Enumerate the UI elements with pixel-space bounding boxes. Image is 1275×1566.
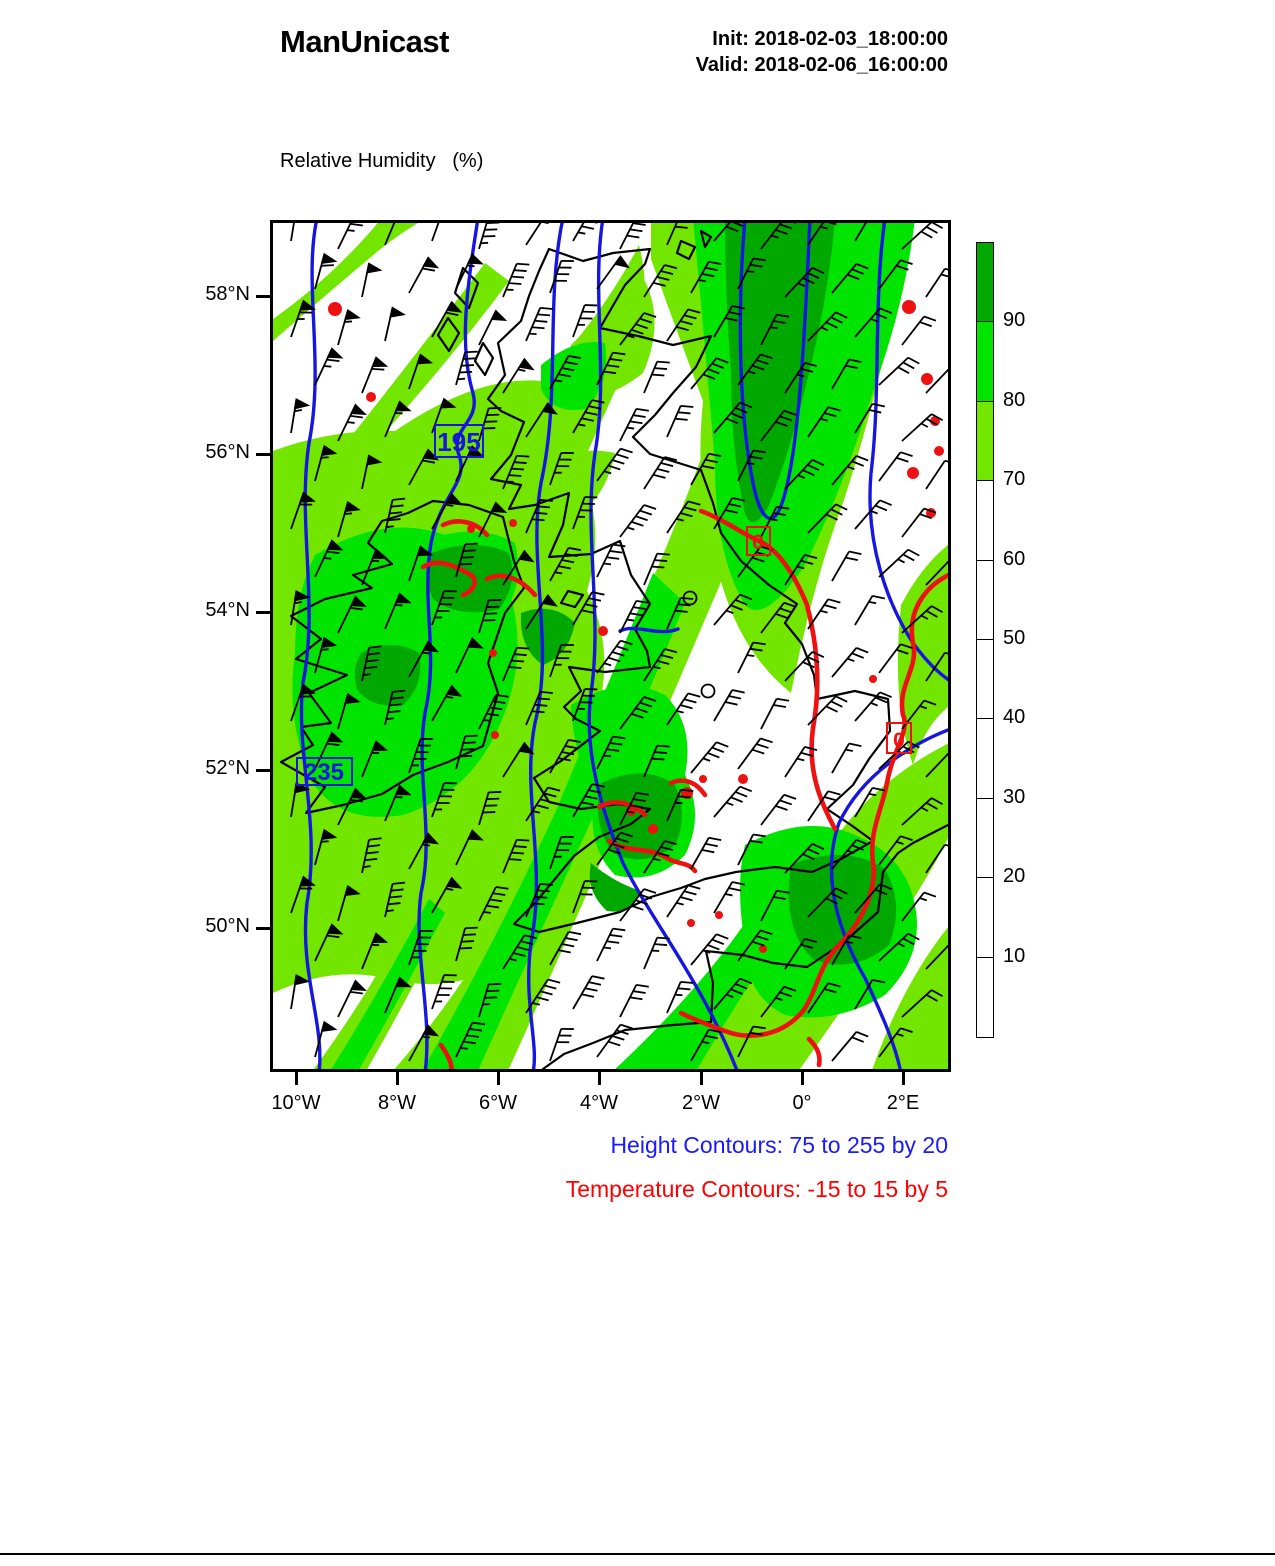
temp-label-0-b: 0 — [893, 729, 905, 752]
colorbar-tick-label: 20 — [1003, 865, 1026, 888]
colorbar-segment — [976, 400, 994, 482]
calm-wind-circles — [682, 590, 716, 699]
lat-tick-label: 50°N — [205, 915, 250, 937]
colorbar-segment — [976, 242, 994, 323]
coast-great-britain — [486, 247, 892, 934]
lon-tick-mark — [496, 1069, 500, 1085]
temperature-contours — [420, 508, 956, 1076]
map-panel: 195 235 0 0 — [270, 205, 965, 1076]
colorbar-segment — [976, 797, 994, 879]
lon-tick-mark — [395, 1069, 399, 1085]
height-label-235: 235 — [304, 759, 344, 786]
lat-tick-label: 54°N — [205, 599, 250, 621]
valid-time: Valid: 2018-02-06_16:00:00 — [695, 54, 948, 76]
colorbar-segment — [976, 718, 994, 800]
page-title: ManUnicast — [280, 24, 449, 59]
lon-tick-label: 2°W — [682, 1092, 720, 1114]
footer-rule — [0, 1553, 1275, 1555]
lon-tick-mark — [699, 1069, 703, 1085]
height-contours-caption: Height Contours: 75 to 255 by 20 — [610, 1132, 948, 1158]
colorbar-tick-label: 10 — [1003, 944, 1026, 967]
lat-tick-label: 52°N — [205, 757, 250, 779]
colorbar-tick-label: 60 — [1003, 547, 1026, 570]
lat-tick-mark — [256, 452, 271, 456]
temp-label-0-a: 0 — [752, 531, 764, 554]
temperature-contour-labels: 0 0 — [746, 526, 912, 754]
colorbar-tick-label: 50 — [1003, 627, 1026, 649]
field-rh: Relative Humidity (%) — [280, 150, 484, 172]
lat-tick-label: 58°N — [205, 283, 250, 305]
init-time: Init: 2018-02-03_18:00:00 — [712, 28, 948, 50]
lat-tick-mark — [256, 926, 271, 930]
colorbar-tick-label: 80 — [1003, 388, 1026, 411]
lat-tick-label: 56°N — [205, 441, 250, 463]
colorbar-tick-label: 40 — [1003, 706, 1026, 729]
run-times: Init: 2018-02-03_18:00:00 Valid: 2018-02… — [560, 26, 948, 78]
calm-wind-icon — [700, 683, 716, 699]
lon-tick-label: 6°W — [479, 1092, 517, 1114]
colorbar-tick-label: 70 — [1003, 468, 1026, 491]
colorbar-segment — [976, 321, 994, 403]
lat-tick-mark — [256, 610, 271, 614]
colorbar-segment — [976, 956, 994, 1038]
height-contour-loop — [738, 216, 812, 520]
lon-tick-label: 0° — [792, 1092, 812, 1114]
lat-tick-mark — [256, 294, 271, 298]
height-contour-labels: 195 235 — [296, 424, 484, 786]
lon-tick-label: 10°W — [271, 1092, 321, 1114]
lon-tick-mark — [800, 1069, 804, 1085]
coast-isle-of-man — [559, 589, 585, 609]
lon-tick-mark — [294, 1069, 298, 1085]
height-contours — [299, 216, 955, 1075]
colorbar-tick-label: 30 — [1003, 785, 1026, 808]
lon-tick-mark — [597, 1069, 601, 1085]
colorbar-segment — [976, 877, 994, 959]
lon-tick-label: 2°E — [886, 1092, 920, 1114]
calm-wind-icon — [682, 590, 698, 606]
colorbar-segment — [976, 559, 994, 641]
temperature-contours-caption: Temperature Contours: -15 to 15 by 5 — [565, 1176, 948, 1202]
lon-tick-label: 4°W — [580, 1092, 618, 1114]
lon-tick-label: 8°W — [378, 1092, 416, 1114]
lat-tick-mark — [256, 768, 271, 772]
weather-map: 195 235 0 0 — [273, 205, 965, 1076]
coast-ireland — [279, 499, 526, 815]
colorbar-segment — [976, 480, 994, 562]
height-label-195: 195 — [437, 427, 480, 457]
colorbar-tick-label: 90 — [1003, 309, 1026, 332]
coast-orkney — [675, 229, 713, 261]
colorbar-segment — [976, 639, 994, 720]
lon-tick-mark — [901, 1069, 905, 1085]
